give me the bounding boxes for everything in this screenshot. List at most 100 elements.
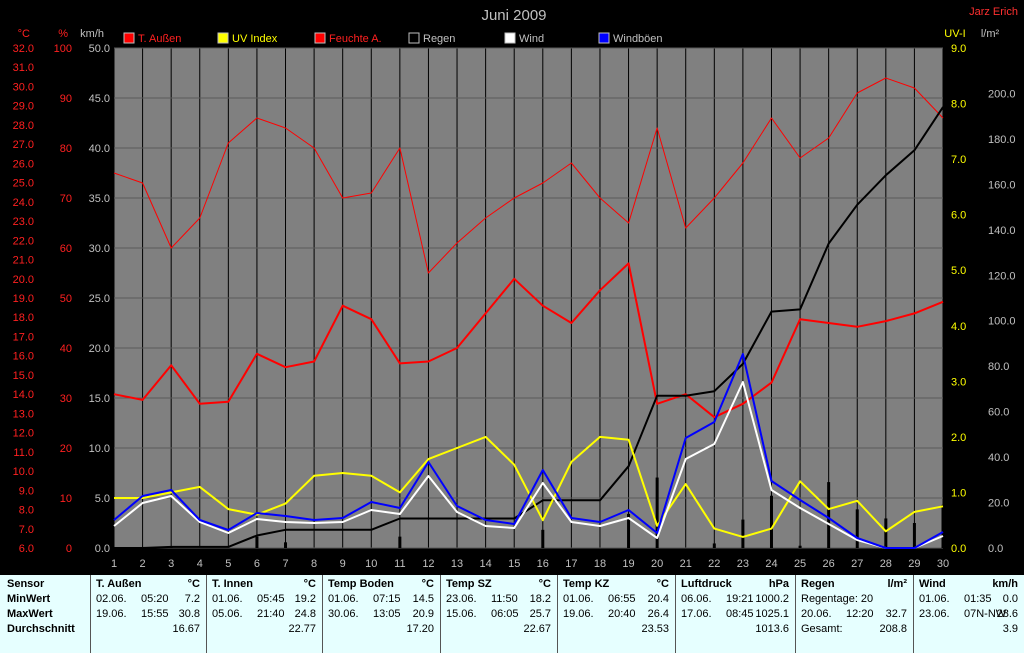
humidity-tick-label: 50 [60,293,72,305]
rain-bar [398,536,402,548]
stats-block: Wind km/h 01.06. 01:35 0.0 23.06. 07N-NW 28.6 3.… [913,575,1024,653]
x-tick-label: 24 [765,558,777,570]
x-tick-label: 3 [168,558,174,570]
x-tick-label: 14 [479,558,491,570]
temp-tick-label: 32.0 [13,43,34,55]
temp-tick-label: 6.0 [19,543,34,555]
stats-date: 06.06. [681,593,712,605]
humidity-tick-label: 10 [60,493,72,505]
stats-unit: °C [421,578,434,590]
stats-unit: °C [303,578,316,590]
legend-swatch [314,32,326,44]
uv-axis-title: UV-I [944,28,965,40]
stats-value: 18.2 [529,593,551,605]
stats-sensor-name: Luftdruck [681,578,732,590]
series-line-windb-en [113,353,944,549]
stats-date: 01.06. [212,593,243,605]
temp-tick-label: 21.0 [13,255,34,267]
stats-time: 19:21 [726,593,754,605]
temp-tick-label: 7.0 [19,524,34,536]
x-tick-label: 8 [311,558,317,570]
uv-tick-label: 3.0 [951,376,966,388]
rain-bar [798,545,802,548]
x-tick-label: 6 [254,558,260,570]
stats-row-labels: Sensor MinWert MaxWert Durchschnitt [0,575,90,653]
stats-time: 06:05 [491,608,519,620]
humidity-tick-label: 40 [60,343,72,355]
legend-label: Windböen [613,33,663,45]
stats-time: 07:15 [373,593,401,605]
rain-bar [769,495,773,548]
stats-date: 05.06. [212,608,243,620]
humidity-tick-label: 80 [60,143,72,155]
x-tick-label: 21 [680,558,692,570]
temp-tick-label: 27.0 [13,139,34,151]
stats-time: 13:05 [373,608,401,620]
rain-tick-label: 60.0 [988,407,1009,419]
temp-tick-label: 9.0 [19,485,34,497]
wind-tick-label: 25.0 [89,293,110,305]
chart-title: Juni 2009 [481,7,546,24]
row-label-min: MinWert [7,593,51,605]
rain-tick-label: 20.0 [988,498,1009,510]
x-tick-label: 20 [651,558,663,570]
stats-time: 05:45 [257,593,285,605]
stats-block: Luftdruck hPa 06.06. 19:21 1000.2 17.06. 08:45… [675,575,795,653]
stats-sensor-name: Temp KZ [563,578,610,590]
temp-tick-label: 31.0 [13,62,34,74]
temp-tick-label: 14.0 [13,389,34,401]
rain-tick-label: 40.0 [988,452,1009,464]
stats-time: 06:55 [608,593,636,605]
weather-chart: Juni 2009 Jarz Erich °C% km/h UV-I l/m² T. … [12,6,1018,570]
legend-swatch [408,32,420,44]
grid [113,47,944,549]
x-tick-label: 16 [537,558,549,570]
stats-sensor-name: Temp Boden [328,578,394,590]
uv-tick-label: 8.0 [951,99,966,111]
x-tick-label: 15 [508,558,520,570]
uv-tick-label: 0.0 [951,543,966,555]
stats-time: 15:55 [141,608,169,620]
rain-bar [855,509,859,548]
stats-block: Temp KZ °C 01.06. 06:55 20.4 19.06. 20:40 26.4 2… [557,575,675,653]
uv-tick-label: 7.0 [951,154,966,166]
rain-tick-label: 120.0 [988,270,1016,282]
x-tick-label: 30 [937,558,949,570]
uv-tick-label: 2.0 [951,432,966,444]
temp-tick-label: 17.0 [13,331,34,343]
rain-bar [912,523,916,548]
stats-sensor-name: T. Außen [96,578,142,590]
uv-tick-label: 1.0 [951,487,966,499]
stats-value: 7.2 [184,593,200,605]
stats-value: 30.8 [178,608,200,620]
legend-label: T. Außen [138,33,181,45]
uv-tick-label: 6.0 [951,210,966,222]
stats-sensor-name: Regen [801,578,835,590]
stats-value: 1025.1 [755,608,789,620]
x-tick-label: 13 [451,558,463,570]
stats-value: 32.7 [885,608,907,620]
stats-block: T. Innen °C 01.06. 05:45 19.2 05.06. 21:40 24.8… [206,575,322,653]
uv-tick-label: 9.0 [951,43,966,55]
humidity-tick-label: 70 [60,193,72,205]
x-tick-label: 11 [394,558,405,570]
x-tick-label: 5 [225,558,231,570]
rain-tick-label: 0.0 [988,543,1003,555]
humidity-tick-label: 100 [54,43,72,55]
stats-value: 0.0 [1002,593,1018,605]
series-lines [113,77,944,549]
rain-bar [884,518,888,548]
x-tick-label: 27 [851,558,863,570]
legend-swatch [217,32,229,44]
stats-time: 21:40 [257,608,285,620]
legend-label: Regen [423,33,455,45]
temp-tick-label: 30.0 [13,81,34,93]
x-tick-label: 26 [823,558,835,570]
humidity-axis-title: % [58,28,68,40]
stats-date: 01.06. [328,593,359,605]
wind-tick-label: 30.0 [89,243,110,255]
stats-average: 208.8 [879,623,907,635]
stats-value: 20.4 [647,593,669,605]
rain-bar [255,536,259,548]
rain-bar [541,529,545,548]
